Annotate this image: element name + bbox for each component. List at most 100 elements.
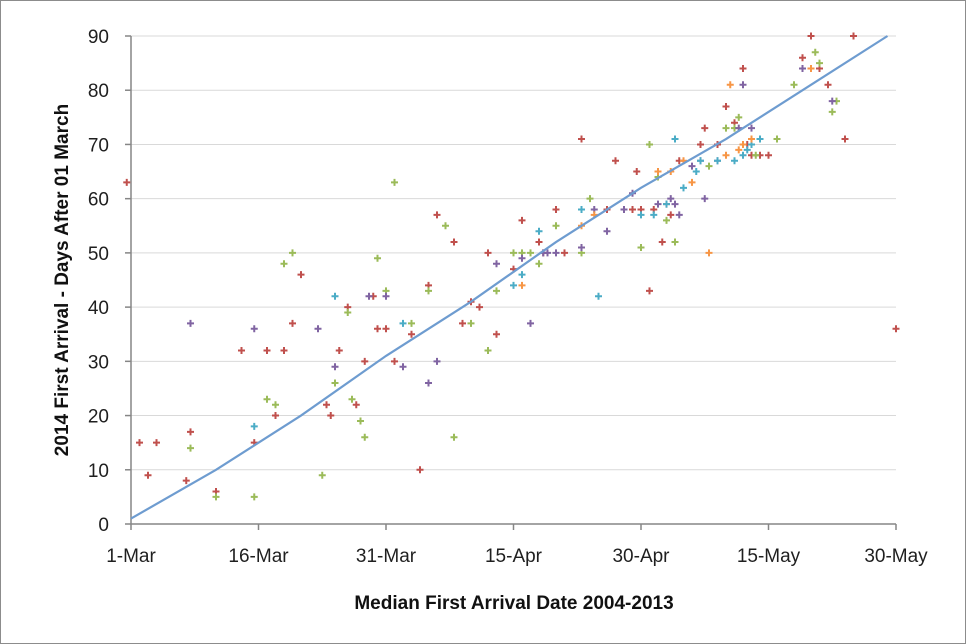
data-point [399,363,407,371]
y-tick-label: 50 [88,244,109,265]
data-point [535,227,543,235]
data-point [552,249,560,257]
data-point [752,151,760,159]
y-tick-label: 20 [88,407,109,428]
data-point [518,254,526,262]
data-point [735,146,743,154]
data-point [828,97,836,105]
data-point [739,81,747,89]
data-point [692,168,700,176]
data-point [620,206,628,214]
data-point [633,168,641,176]
data-point [841,135,849,143]
x-tick-label: 31-Mar [356,546,417,567]
data-point [416,466,424,474]
data-point [697,157,704,165]
data-point [331,379,339,387]
data-point [799,65,806,73]
data-point [510,281,517,289]
data-point [675,211,683,219]
data-point [153,439,160,447]
data-point [705,249,713,257]
data-point [629,206,636,214]
y-tick-label: 40 [88,298,109,319]
data-point [238,346,245,354]
data-point [459,319,466,327]
data-point [701,124,709,132]
x-tick-label: 30-Apr [612,546,670,567]
data-point [365,292,373,300]
data-point [807,32,815,40]
data-point [493,287,500,295]
gridlines [131,35,896,471]
data-point [722,102,730,110]
data-point [816,59,823,67]
data-point [799,54,806,62]
data-points [123,32,900,501]
y-tick-label: 90 [88,27,109,48]
data-point [187,319,194,327]
data-point [773,135,781,143]
data-point [467,319,475,327]
data-point [688,162,696,170]
data-point [637,211,645,219]
data-point [663,216,670,224]
data-point [646,140,653,148]
data-point [552,222,560,230]
y-axis-title: 2014 First Arrival - Days After 01 March [52,104,73,456]
data-point [357,417,364,425]
x-tick-label: 15-May [737,546,801,567]
data-point [671,238,679,246]
data-point [811,48,819,56]
data-point [586,195,594,203]
data-point [663,200,670,208]
data-point [739,65,747,73]
x-axis-title: Median First Arrival Date 2004-2013 [354,593,673,614]
data-point [671,135,679,143]
data-point [272,401,279,409]
data-point [714,157,721,165]
data-point [391,357,398,365]
data-point [654,200,662,208]
data-point [425,379,432,387]
data-point [442,222,449,230]
data-point [493,330,500,338]
data-point [650,211,658,219]
data-point [212,493,220,501]
data-point [701,195,709,203]
data-point [705,162,713,170]
data-point [187,428,194,436]
data-point [263,346,271,354]
data-point [671,200,679,208]
data-point [535,260,543,268]
x-tick-label: 15-Apr [485,546,543,567]
data-point [850,32,857,40]
data-point [739,140,747,148]
data-point [484,346,492,354]
data-point [433,357,441,365]
data-point [731,157,738,165]
data-point [297,271,305,279]
data-point [399,319,407,327]
x-tick-label: 30-May [864,546,928,567]
data-point [123,178,131,186]
data-point [327,412,335,420]
data-point [391,178,398,186]
data-point [807,65,815,73]
x-tick-label: 1-Mar [106,546,156,567]
data-point [527,319,534,327]
data-point [408,319,415,327]
x-tick-label: 16-Mar [228,546,289,567]
data-point [654,168,662,176]
data-point [680,184,687,192]
data-point [331,363,339,371]
data-point [722,124,730,132]
data-point [144,471,152,479]
data-point [289,319,296,327]
data-point [756,135,764,143]
data-point [450,433,458,441]
data-point [318,471,326,479]
data-point [892,325,900,333]
data-point [510,249,517,257]
